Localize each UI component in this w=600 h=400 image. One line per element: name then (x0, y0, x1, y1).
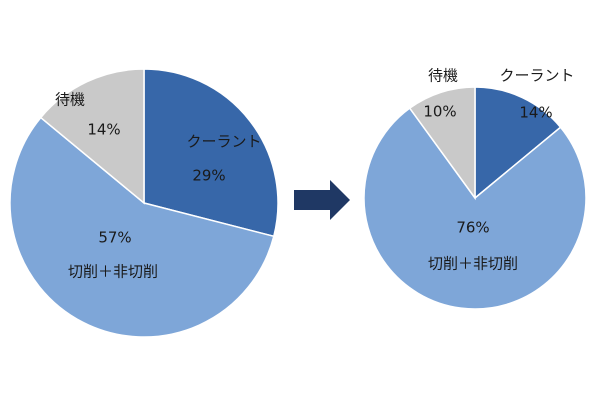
pie-slice (474, 86, 562, 200)
value-label: 14% (519, 104, 552, 122)
slice-label: 待機 (428, 67, 458, 85)
pie-slice (363, 107, 587, 310)
arrow (294, 180, 350, 220)
pie-slice (9, 116, 275, 338)
slice-label: 切削＋非切削 (428, 255, 518, 273)
value-label: 10% (423, 103, 456, 121)
slice-label: クーラント (186, 133, 261, 151)
value-label: 14% (87, 121, 120, 139)
slice-label: 待機 (55, 91, 85, 109)
slice-label: 切削＋非切削 (68, 263, 158, 281)
pie-slice (143, 68, 279, 238)
pie-slice (39, 68, 145, 205)
pie-slice (408, 86, 476, 201)
value-label: 29% (192, 167, 225, 185)
value-label: 76% (456, 219, 489, 237)
value-label: 57% (98, 229, 131, 247)
slice-label: クーラント (499, 67, 574, 85)
